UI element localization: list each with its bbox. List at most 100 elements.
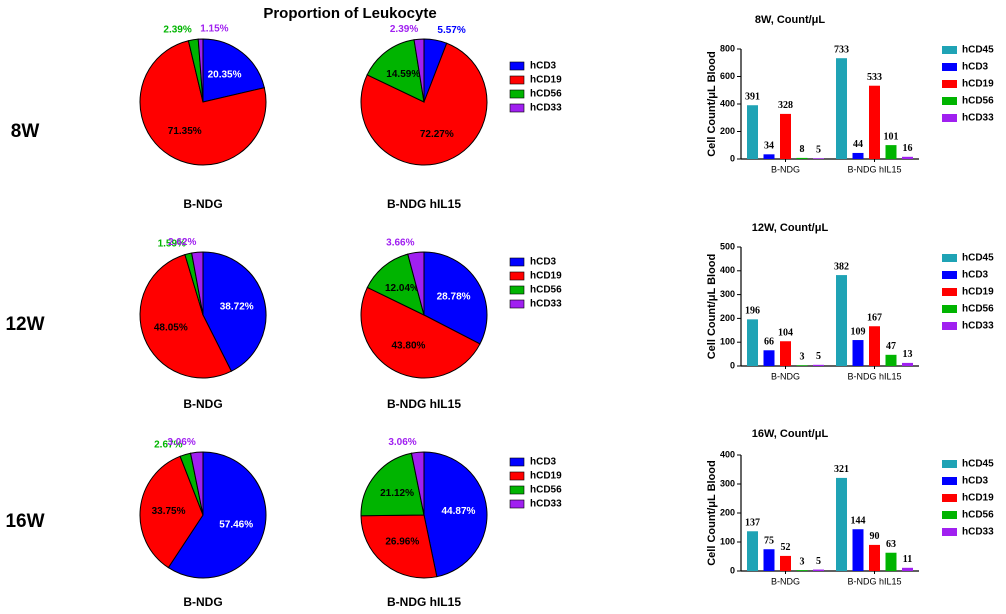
legend-swatch [942, 63, 957, 71]
bar [836, 58, 847, 159]
legend-swatch [942, 271, 957, 279]
legend-label: hCD3 [530, 257, 557, 268]
slice-label: 21.12% [380, 488, 414, 499]
legend-swatch [509, 485, 525, 495]
legend-label: hCD56 [530, 485, 562, 496]
legend-label: hCD3 [962, 62, 989, 73]
slice-label: 1.15% [200, 24, 228, 35]
bar [869, 544, 880, 571]
bar [796, 157, 808, 159]
slice-label: 3.06% [167, 437, 195, 448]
bar [902, 567, 913, 571]
legend-label: hCD45 [962, 253, 994, 264]
legend-swatch [509, 61, 525, 71]
bar-value-label: 328 [778, 100, 793, 111]
legend-swatch [942, 114, 957, 122]
bar-value-label: 8 [800, 144, 805, 155]
bar-value-label: 167 [867, 313, 882, 324]
pie-slice [413, 38, 425, 103]
legend-label: hCD56 [530, 285, 562, 296]
legend-swatch [942, 288, 957, 296]
pie-slice [191, 251, 204, 316]
pie-slice [360, 286, 481, 379]
bar-value-label: 533 [867, 72, 882, 83]
y-axis-label: Cell Count/μL Blood [706, 254, 718, 360]
legend-label: hCD19 [962, 79, 994, 90]
legend-swatch [942, 460, 957, 468]
y-tick-label: 500 [720, 241, 735, 251]
bar-value-label: 109 [851, 326, 866, 337]
legend-label: hCD33 [962, 321, 994, 332]
bar [780, 113, 791, 159]
bar-value-label: 11 [903, 554, 912, 565]
legend-label: hCD3 [962, 270, 989, 281]
pie-title: B-NDG [183, 197, 222, 211]
legend-label: hCD3 [530, 457, 557, 468]
y-tick-label: 400 [720, 449, 735, 459]
bar [796, 365, 808, 366]
legend-label: hCD3 [962, 476, 989, 487]
bar-value-label: 3 [800, 556, 805, 567]
bar-value-label: 16 [903, 143, 913, 154]
bar [780, 341, 791, 366]
slice-label: 2.39% [390, 24, 418, 35]
bar [885, 552, 897, 571]
legend-swatch [942, 80, 957, 88]
y-tick-label: 400 [720, 265, 735, 275]
bar [796, 570, 808, 571]
pie-title: B-NDG [183, 397, 222, 411]
bar-value-label: 196 [745, 306, 760, 317]
y-tick-label: 0 [730, 153, 735, 163]
legend-swatch [509, 257, 525, 267]
y-tick-label: 400 [720, 98, 735, 108]
x-tick-label: B-NDG hIL15 [847, 576, 901, 586]
bar-value-label: 5 [816, 145, 821, 156]
legend-swatch [942, 97, 957, 105]
x-tick-label: B-NDG [771, 371, 800, 381]
pie-title: B-NDG hIL15 [387, 397, 461, 411]
slice-label: 28.78% [437, 292, 471, 303]
bar-value-label: 75 [764, 536, 774, 547]
legend-label: hCD19 [530, 471, 562, 482]
legend-swatch [942, 254, 957, 262]
bar [836, 275, 847, 366]
pie-slice [202, 251, 267, 372]
figure-title: Proportion of Leukocyte [263, 5, 436, 22]
legend-swatch [509, 299, 525, 309]
pie-slice [360, 514, 438, 579]
slice-label: 2.39% [163, 25, 191, 36]
pie-slice [423, 251, 488, 345]
bar-value-label: 13 [903, 349, 913, 360]
slice-label: 2.67% [154, 440, 182, 451]
bar-value-label: 5 [816, 351, 821, 362]
legend-swatch [509, 499, 525, 509]
legend-label: hCD56 [530, 89, 562, 100]
pie-title: B-NDG [183, 595, 222, 609]
y-axis-label: Cell Count/μL Blood [706, 460, 718, 566]
bar-value-label: 34 [764, 141, 774, 152]
y-tick-label: 100 [720, 536, 735, 546]
slice-label: 2.62% [168, 237, 196, 248]
bar-value-label: 47 [886, 341, 896, 352]
bar [763, 154, 775, 159]
legend-label: hCD3 [530, 61, 557, 72]
bar [885, 354, 897, 366]
y-tick-label: 800 [720, 43, 735, 53]
slice-label: 57.46% [219, 520, 253, 531]
bar [813, 158, 824, 159]
slice-label: 14.59% [386, 69, 420, 80]
pie-slice [139, 40, 267, 166]
bar [813, 364, 824, 366]
legend-label: hCD56 [962, 304, 994, 315]
y-tick-label: 0 [730, 565, 735, 575]
legend-label: hCD33 [530, 299, 562, 310]
pie-title: B-NDG hIL15 [387, 595, 461, 609]
bar [869, 326, 880, 366]
pie-slice [189, 451, 204, 516]
legend-swatch [942, 528, 957, 536]
legend-label: hCD45 [962, 459, 994, 470]
slice-label: 33.75% [152, 506, 186, 517]
pie-slice [139, 455, 204, 569]
bar-value-label: 44 [853, 139, 863, 150]
slice-label: 48.05% [154, 322, 188, 333]
